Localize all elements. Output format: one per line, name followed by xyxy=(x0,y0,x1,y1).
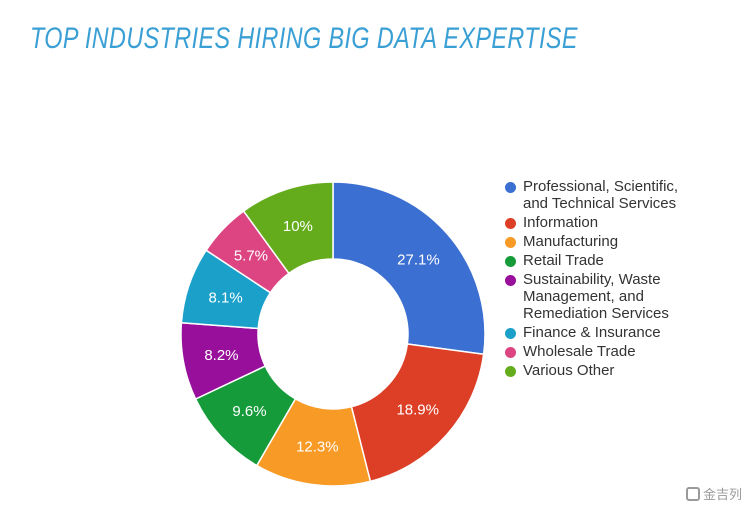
legend-item-6: Wholesale Trade xyxy=(505,343,745,360)
legend-swatch-2 xyxy=(505,237,516,248)
legend-label-3: Retail Trade xyxy=(523,252,604,269)
slice-label-6: 5.7% xyxy=(234,248,268,265)
donut-slice-1 xyxy=(350,343,485,483)
legend-swatch-3 xyxy=(505,256,516,267)
slice-label-4: 8.2% xyxy=(204,347,238,364)
legend-label-6: Wholesale Trade xyxy=(523,343,636,360)
legend-item-1: Information xyxy=(505,214,745,231)
donut-slice-0 xyxy=(332,181,486,356)
legend-swatch-7 xyxy=(505,366,516,377)
legend-item-3: Retail Trade xyxy=(505,252,745,269)
legend-item-7: Various Other xyxy=(505,362,745,379)
slice-label-2: 12.3% xyxy=(296,438,339,455)
legend-item-0: Professional, Scientific, and Technical … xyxy=(505,178,745,212)
legend-label-7: Various Other xyxy=(523,362,615,379)
slice-label-5: 8.1% xyxy=(208,289,242,306)
legend-item-4: Sustainability, Waste Management, and Re… xyxy=(505,271,745,322)
watermark: 金吉列 xyxy=(685,484,742,503)
slice-label-1: 18.9% xyxy=(396,402,439,419)
slice-label-0: 27.1% xyxy=(397,251,440,268)
chart-title: TOP INDUSTRIES HIRING BIG DATA EXPERTISE xyxy=(30,22,578,55)
legend-label-0: Professional, Scientific, and Technical … xyxy=(523,178,679,212)
slice-label-3: 9.6% xyxy=(232,403,266,420)
legend-swatch-0 xyxy=(505,182,516,193)
watermark-logo-icon xyxy=(685,486,700,501)
legend-item-2: Manufacturing xyxy=(505,233,745,250)
legend-swatch-6 xyxy=(505,347,516,358)
donut-slice-7 xyxy=(242,181,334,275)
legend-swatch-4 xyxy=(505,275,516,286)
slice-label-7: 10% xyxy=(283,218,313,235)
legend-label-4: Sustainability, Waste Management, and Re… xyxy=(523,271,669,322)
legend-swatch-5 xyxy=(505,328,516,339)
legend-label-1: Information xyxy=(523,214,599,231)
legend-label-5: Finance & Insurance xyxy=(523,324,661,341)
legend-item-5: Finance & Insurance xyxy=(505,324,745,341)
watermark-text: 金吉列 xyxy=(702,488,742,503)
chart-legend: Professional, Scientific, and Technical … xyxy=(505,178,745,381)
legend-swatch-1 xyxy=(505,218,516,229)
legend-label-2: Manufacturing xyxy=(523,233,619,250)
